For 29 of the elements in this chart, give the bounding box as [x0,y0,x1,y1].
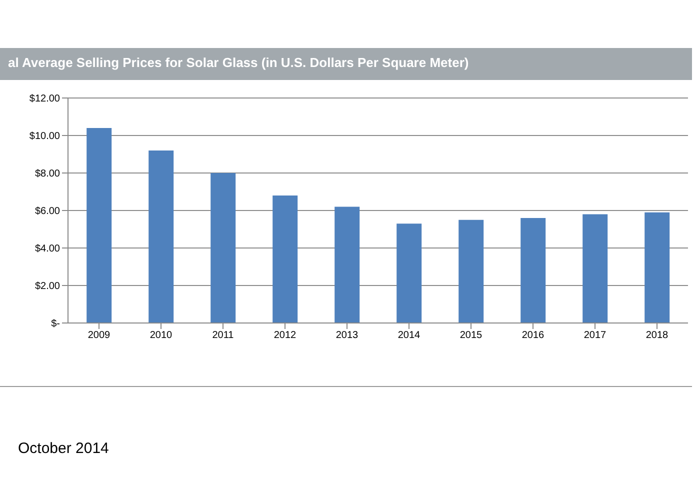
x-tick-label: 2014 [398,330,421,342]
y-tick-label: $8.00 [34,168,60,180]
bar [396,224,422,323]
x-tick-label: 2012 [274,330,297,342]
text: October 2014 [18,440,109,457]
bar [210,173,236,323]
chart-title: al Average Selling Prices for Solar Glass (in U.S. Dollars Per Square Meter) [8,55,469,70]
y-tick-label: $6.00 [34,206,60,218]
bar [458,220,484,323]
x-tick-label: 2016 [522,330,545,342]
bar [520,218,546,323]
y-tick-label: $- [51,318,60,330]
x-tick-label: 2013 [336,330,359,342]
x-tick-label: 2011 [212,330,234,342]
y-tick-label: $4.00 [34,244,60,255]
bar [644,212,670,323]
x-tick-label: 2009 [88,330,111,342]
bar [86,128,112,323]
x-tick-label: 2017 [584,330,607,342]
x-tick-label: 2015 [460,330,483,342]
y-tick-label: $10.00 [29,131,60,142]
y-tick-label: $2.00 [34,281,60,292]
bar [148,150,174,323]
x-tick-label: 2010 [150,330,173,342]
y-tick-label: $12.00 [29,94,60,105]
x-tick-label: 2018 [646,330,669,342]
bar [272,196,298,323]
bar [334,206,360,323]
bar [582,214,608,323]
